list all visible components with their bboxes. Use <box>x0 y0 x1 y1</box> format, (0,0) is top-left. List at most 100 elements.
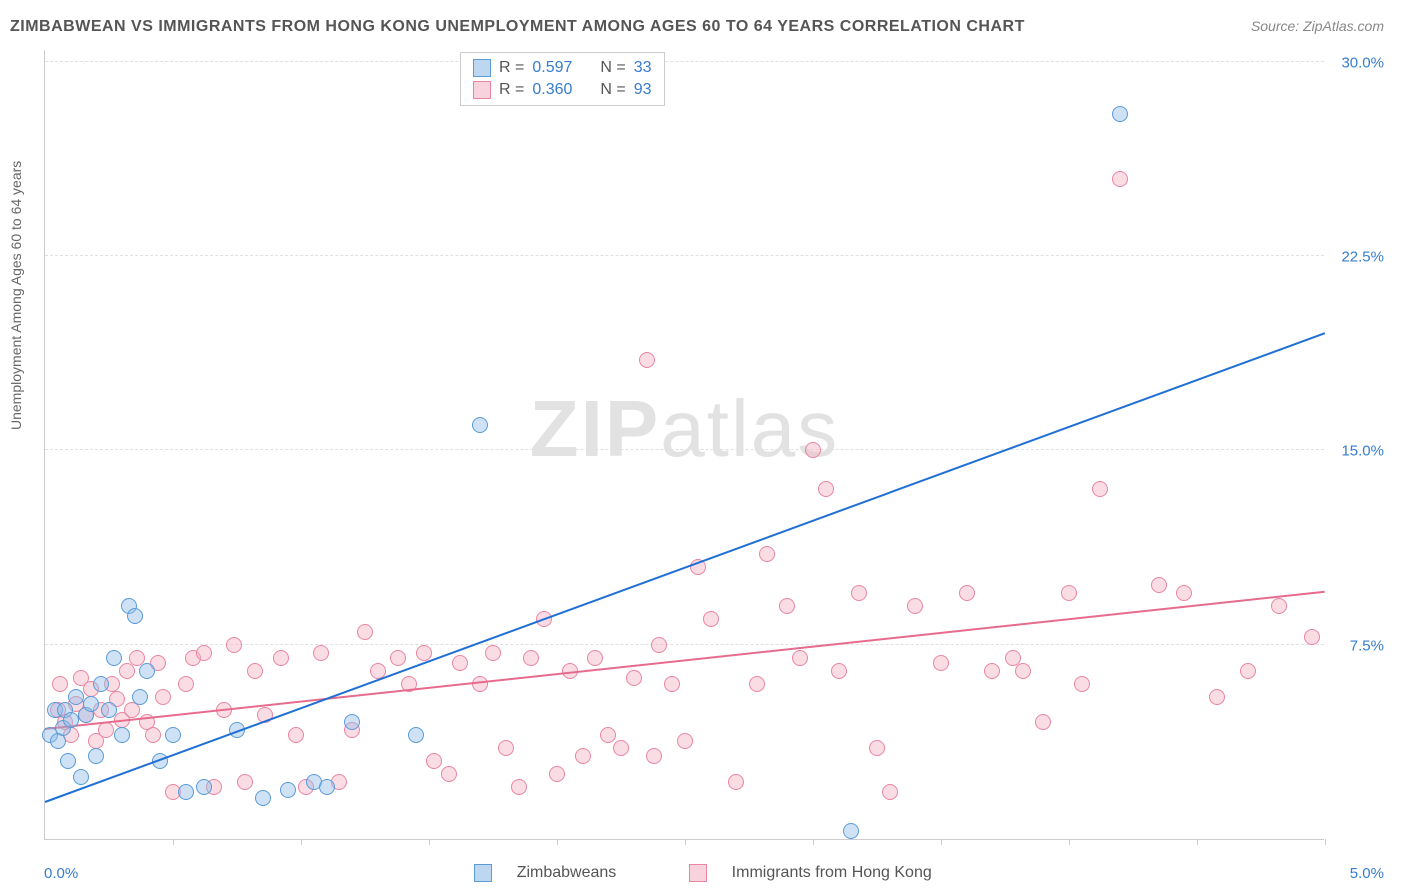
data-point <box>818 481 834 497</box>
data-point <box>933 655 949 671</box>
data-point <box>196 645 212 661</box>
y-tick-label: 22.5% <box>1341 249 1384 266</box>
data-point <box>677 733 693 749</box>
data-point <box>523 650 539 666</box>
legend-label-zimbabweans: Zimbabweans <box>517 864 617 881</box>
data-point <box>1271 598 1287 614</box>
data-point <box>114 727 130 743</box>
trend-line <box>45 591 1325 730</box>
data-point <box>1061 585 1077 601</box>
data-point <box>639 352 655 368</box>
n-label: N = <box>600 59 625 77</box>
data-point <box>1035 714 1051 730</box>
data-point <box>1015 663 1031 679</box>
data-point <box>805 442 821 458</box>
data-point <box>165 727 181 743</box>
data-point <box>831 663 847 679</box>
data-point <box>145 727 161 743</box>
data-point <box>1112 106 1128 122</box>
swatch-hongkong <box>689 864 707 882</box>
x-tick <box>557 839 558 845</box>
data-point <box>155 689 171 705</box>
data-point <box>779 598 795 614</box>
data-point <box>869 740 885 756</box>
data-point <box>255 790 271 806</box>
y-tick-label: 15.0% <box>1341 443 1384 460</box>
data-point <box>1112 171 1128 187</box>
data-point <box>319 779 335 795</box>
data-point <box>357 624 373 640</box>
data-point <box>106 650 122 666</box>
data-point <box>1240 663 1256 679</box>
data-point <box>237 774 253 790</box>
watermark-prefix: ZIP <box>530 384 660 473</box>
x-tick <box>1325 839 1326 845</box>
data-point <box>1151 577 1167 593</box>
data-point <box>498 740 514 756</box>
data-point <box>959 585 975 601</box>
data-point <box>132 689 148 705</box>
source-label: Source: <box>1251 18 1303 34</box>
data-point <box>613 740 629 756</box>
series-legend: Zimbabweans Immigrants from Hong Kong <box>0 864 1406 882</box>
data-point <box>344 714 360 730</box>
data-point <box>907 598 923 614</box>
source-name: ZipAtlas.com <box>1303 18 1384 34</box>
data-point <box>196 779 212 795</box>
data-point <box>139 663 155 679</box>
data-point <box>1092 481 1108 497</box>
data-point <box>664 676 680 692</box>
r-value-hongkong: 0.360 <box>532 81 572 99</box>
data-point <box>728 774 744 790</box>
data-point <box>759 546 775 562</box>
data-point <box>984 663 1000 679</box>
x-tick <box>813 839 814 845</box>
data-point <box>472 417 488 433</box>
swatch-hongkong <box>473 81 491 99</box>
x-tick <box>1197 839 1198 845</box>
data-point <box>549 766 565 782</box>
data-point <box>288 727 304 743</box>
legend-row-zimbabweans: R = 0.597 N = 33 <box>473 57 652 79</box>
data-point <box>390 650 406 666</box>
data-point <box>127 608 143 624</box>
data-point <box>1304 629 1320 645</box>
legend-row-hongkong: R = 0.360 N = 93 <box>473 79 652 101</box>
legend-label-hongkong: Immigrants from Hong Kong <box>732 864 932 881</box>
data-point <box>651 637 667 653</box>
data-point <box>1176 585 1192 601</box>
gridline <box>45 255 1324 256</box>
data-point <box>247 663 263 679</box>
plot-area: ZIPatlas <box>44 50 1324 840</box>
data-point <box>882 784 898 800</box>
data-point <box>703 611 719 627</box>
data-point <box>575 748 591 764</box>
data-point <box>452 655 468 671</box>
n-value-zimbabweans: 33 <box>634 59 652 77</box>
data-point <box>1209 689 1225 705</box>
x-tick <box>1069 839 1070 845</box>
data-point <box>843 823 859 839</box>
y-tick-label: 30.0% <box>1341 54 1384 71</box>
x-tick <box>301 839 302 845</box>
gridline <box>45 449 1324 450</box>
x-tick <box>685 839 686 845</box>
x-tick <box>429 839 430 845</box>
data-point <box>851 585 867 601</box>
source-attribution: Source: ZipAtlas.com <box>1251 18 1384 34</box>
y-tick-label: 7.5% <box>1350 637 1384 654</box>
data-point <box>408 727 424 743</box>
chart-title: ZIMBABWEAN VS IMMIGRANTS FROM HONG KONG … <box>10 18 1025 36</box>
gridline <box>45 61 1324 62</box>
data-point <box>600 727 616 743</box>
data-point <box>88 748 104 764</box>
data-point <box>273 650 289 666</box>
data-point <box>416 645 432 661</box>
data-point <box>313 645 329 661</box>
data-point <box>101 702 117 718</box>
data-point <box>280 782 296 798</box>
data-point <box>587 650 603 666</box>
correlation-chart: ZIMBABWEAN VS IMMIGRANTS FROM HONG KONG … <box>0 0 1406 892</box>
n-value-hongkong: 93 <box>634 81 652 99</box>
correlation-legend: R = 0.597 N = 33 R = 0.360 N = 93 <box>460 52 665 106</box>
